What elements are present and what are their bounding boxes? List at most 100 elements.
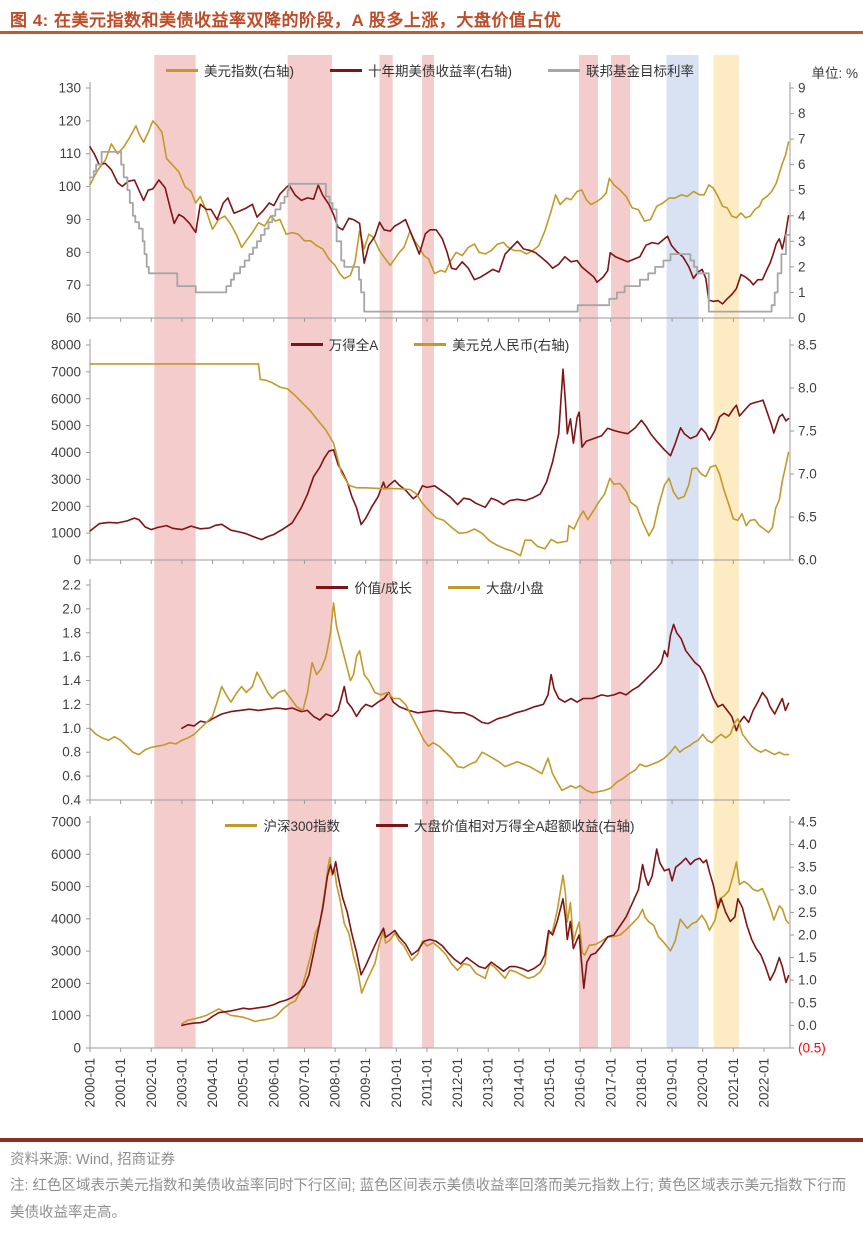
x-axis-label: 2022-01	[756, 1058, 771, 1108]
series-line-csi300	[181, 856, 790, 1025]
right-tick-label: 7.0	[798, 467, 817, 482]
left-tick-label: 7000	[51, 815, 81, 830]
right-tick-label: 2.5	[798, 905, 817, 920]
right-tick-label: 0	[798, 311, 806, 326]
x-axis-label: 2018-01	[634, 1058, 649, 1108]
chart-wind-all-a-and-usdcny: 8000 7000 6000 5000 4000 3000 2000 1000 0 8.5 8.0 7…	[0, 330, 863, 575]
regime-band-red	[154, 55, 196, 330]
regime-band-red	[611, 330, 631, 575]
chart-3-canvas: 2.2 2.0 1.8 1.6 1.4 1.2 1.0 0.8 0.6 0.4	[62, 575, 790, 815]
x-axis-label: 2015-01	[542, 1058, 557, 1108]
figure-title: 图 4: 在美元指数和美债收益率双降的阶段，A 股多上涨，大盘价值占优	[10, 11, 562, 30]
chart-4-legend: 沪深300指数 大盘价值相对万得全A超额收益(右轴)	[60, 815, 800, 835]
regime-band-red	[379, 815, 393, 1048]
left-tick-label: 130	[58, 81, 81, 96]
series-line-bigsmall	[89, 602, 790, 794]
source-note: 资料来源: Wind, 招商证券	[10, 1152, 176, 1168]
chart-style-ratios: 2.2 2.0 1.8 1.6 1.4 1.2 1.0 0.8 0.6 0.4 价值/成长 大盘/小盘	[0, 575, 863, 815]
left-tick-label: 110	[59, 146, 81, 161]
regime-band-red	[422, 55, 435, 330]
right-tick-label: 6	[798, 157, 806, 172]
left-tick-label: 1000	[51, 1008, 81, 1023]
series-line-ffr	[89, 151, 791, 313]
legend-label-bigsmall: 大盘/小盘	[486, 581, 544, 596]
left-tick-label: 3000	[51, 944, 81, 959]
legend-item-winda: 万得全A	[290, 334, 379, 354]
right-tick-label: 6.0	[798, 553, 817, 568]
chart-2-legend: 万得全A 美元兑人民币(右轴)	[60, 334, 800, 354]
unit-label: 单位: %	[811, 66, 858, 81]
legend-item-ust10y: 十年期美债收益率(右轴)	[330, 60, 512, 80]
legend-swatch-csi300	[225, 823, 258, 827]
left-tick-label: 2000	[51, 976, 81, 991]
right-tick-label: 3.5	[798, 860, 817, 875]
regime-band-yellow	[713, 575, 739, 815]
left-tick-label: 0	[73, 1041, 81, 1056]
legend-label-dxy: 美元指数(右轴)	[204, 64, 294, 79]
series-line-excess	[181, 848, 790, 1027]
legend-note: 注: 红色区域表示美元指数和美债收益率同时下行区间; 蓝色区间表示美债收益率回落…	[10, 1178, 847, 1221]
left-tick-label: 70	[66, 278, 81, 293]
left-tick-label: 8000	[51, 338, 81, 353]
legend-swatch-usdcny	[414, 342, 447, 346]
x-axis-label: 2004-01	[205, 1058, 220, 1108]
right-tick-label: 6.5	[798, 510, 817, 525]
right-tick-label: 2	[798, 259, 806, 274]
right-tick-label: (0.5)	[798, 1041, 826, 1056]
x-axis-label: 2008-01	[328, 1058, 343, 1108]
series-line-valuegrowth	[181, 623, 790, 732]
right-tick-label: 3.0	[798, 882, 817, 897]
legend-swatch-bigsmall	[448, 585, 480, 589]
left-tick-label: 2.0	[62, 601, 81, 616]
x-axis-label: 2003-01	[174, 1058, 189, 1108]
right-tick-label: 9	[798, 81, 806, 96]
x-axis-label: 2021-01	[726, 1058, 741, 1108]
legend-label-ffr: 联邦基金目标利率	[586, 64, 694, 79]
chart-1-legend: 美元指数(右轴) 十年期美债收益率(右轴) 联邦基金目标利率	[60, 60, 800, 80]
left-tick-label: 1.8	[62, 625, 81, 640]
regime-band-red	[287, 575, 333, 815]
title-rule	[0, 31, 863, 34]
series-line-usdcny	[89, 363, 790, 557]
chart-csi300-and-excess-return: 7000 6000 5000 4000 3000 2000 1000 0 4.5 4.0 3.5 3.…	[0, 815, 863, 1135]
legend-label-excess: 大盘价值相对万得全A超额收益(右轴)	[414, 819, 635, 834]
right-tick-label: 4	[798, 208, 806, 223]
legend-swatch-ust10y	[330, 68, 362, 72]
left-tick-label: 120	[58, 113, 81, 128]
left-tick-label: 1.2	[62, 697, 81, 712]
left-tick-label: 7000	[51, 364, 81, 379]
x-axis-label: 2006-01	[266, 1058, 281, 1108]
x-axis-label: 2012-01	[450, 1058, 465, 1108]
regime-band-red	[154, 815, 196, 1048]
regime-band-red	[422, 330, 435, 575]
x-axis-label: 2009-01	[358, 1058, 373, 1108]
chart-4-canvas: 7000 6000 5000 4000 3000 2000 1000 0 4.5 4.0 3.5 3.…	[51, 815, 826, 1108]
legend-label-csi300: 沪深300指数	[263, 819, 341, 834]
legend-item-usdcny: 美元兑人民币(右轴)	[414, 334, 569, 354]
regime-band-red	[578, 815, 598, 1048]
left-tick-label: 60	[66, 311, 81, 326]
x-axis-label: 2000-01	[83, 1058, 98, 1108]
regime-band-red	[154, 575, 196, 815]
left-tick-label: 1000	[51, 526, 81, 541]
x-axis-label: 2005-01	[236, 1058, 251, 1108]
legend-item-valuegrowth: 价值/成长	[316, 577, 412, 597]
right-tick-label: 4.5	[798, 815, 817, 830]
legend-item-excess: 大盘价值相对万得全A超额收益(右轴)	[376, 815, 635, 835]
chart-3-legend: 价值/成长 大盘/小盘	[60, 577, 800, 597]
right-tick-label: 8.5	[798, 338, 817, 353]
right-tick-label: 7.5	[798, 424, 817, 439]
regime-band-red	[611, 575, 631, 815]
legend-label-valuegrowth: 价值/成长	[354, 581, 412, 596]
left-tick-label: 0	[73, 553, 81, 568]
right-tick-label: 8.0	[798, 381, 817, 396]
regime-band-yellow	[713, 330, 739, 575]
left-tick-label: 2.2	[62, 578, 81, 593]
footer-rule	[0, 1138, 863, 1142]
regime-band-red	[154, 330, 196, 575]
regime-band-red	[287, 815, 333, 1048]
x-axis-label: 2007-01	[297, 1058, 312, 1108]
right-tick-label: 2.0	[798, 928, 817, 943]
left-tick-label: 4000	[51, 445, 81, 460]
legend-label-winda: 万得全A	[328, 338, 379, 353]
